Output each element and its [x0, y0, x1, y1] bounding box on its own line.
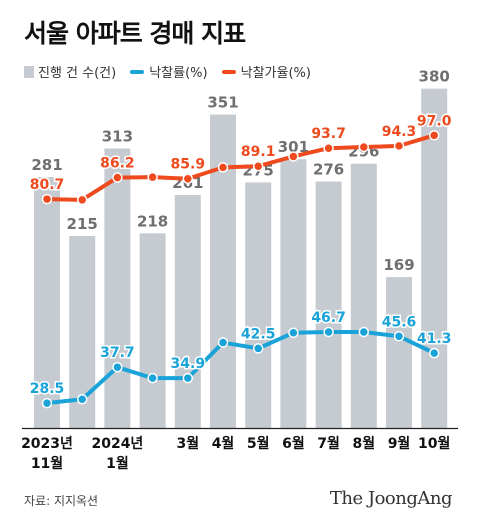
x-tick-label-0-0: 2023년	[21, 436, 73, 452]
series-1-value-label-0: 28.5	[30, 381, 65, 397]
bar-8	[315, 181, 342, 428]
series-1-point-5	[217, 337, 229, 348]
x-tick-label-10-0: 9월	[388, 435, 411, 452]
x-tick-label-6-0: 5월	[247, 435, 270, 452]
legend-price-rate-line	[221, 69, 236, 74]
bar-value-label-8: 276	[313, 161, 344, 179]
x-tick-label-8-0: 7월	[317, 435, 340, 452]
bar-11	[421, 88, 448, 428]
series-line-0	[45, 133, 437, 202]
x-tick-label-2-0: 2024년	[91, 436, 143, 452]
series-1-point-4	[182, 372, 194, 384]
series-0-value-label-6: 89.1	[241, 144, 276, 160]
series-0-point-11	[428, 130, 440, 141]
series-1-point-1	[76, 394, 88, 405]
bar-value-label-5: 351	[207, 94, 238, 112]
legend-bars-label: 진행 건 수(건)	[38, 66, 117, 81]
series-1-point-11	[428, 347, 440, 359]
series-1-value-label-4: 34.9	[171, 356, 206, 372]
series-1-point-0	[41, 397, 53, 409]
series-1-value-label-10: 45.6	[382, 314, 417, 330]
series-1-point-10	[393, 331, 405, 342]
legend-item-rate: 낙찰률(%)	[130, 62, 208, 81]
series-line-1	[45, 330, 437, 406]
bar-5	[210, 114, 236, 428]
x-tick-label-11-0: 10월	[418, 435, 450, 452]
bar-9	[350, 163, 377, 428]
series-0-value-label-8: 93.7	[311, 126, 346, 142]
bar-6	[245, 182, 272, 428]
x-tick-label-5-0: 4월	[212, 435, 235, 452]
series-1-point-3	[147, 372, 158, 384]
bar-value-label-0: 281	[31, 156, 62, 174]
series-0-point-2	[112, 172, 123, 183]
legend-bar-swatch	[24, 65, 34, 78]
x-tick-label-0-1: 11월	[31, 455, 63, 472]
series-0-point-1	[76, 194, 88, 206]
legend-rate-line	[130, 69, 145, 74]
bar-value-label-11: 380	[419, 68, 450, 86]
x-tick-label-2-1: 1월	[106, 455, 129, 472]
series-0-value-label-0: 80.7	[30, 177, 65, 193]
series-1-point-9	[358, 326, 370, 338]
series-0-point-6	[252, 160, 264, 172]
series-0-point-8	[323, 142, 334, 154]
x-tick-label-4-0: 3월	[176, 435, 199, 452]
series-0-point-7	[288, 151, 299, 162]
legend: 진행 건 수(건) 낙찰률(%) 낙찰가율(%)	[24, 62, 325, 81]
series-0-value-label-11: 97.0	[417, 113, 452, 129]
series-0-value-label-10: 94.3	[382, 124, 417, 140]
bar-value-label-10: 169	[383, 256, 414, 274]
series-1-point-8	[323, 326, 334, 338]
legend-item-price-rate: 낙찰가율(%)	[221, 62, 311, 81]
bar-10	[386, 277, 412, 428]
series-0-point-0	[41, 193, 53, 205]
brand-logo: The JoongAng	[329, 488, 453, 509]
series-1-value-label-2: 37.7	[100, 345, 135, 361]
x-tick-label-9-0: 8월	[352, 435, 375, 452]
series-0-point-5	[217, 162, 229, 173]
bar-3	[139, 233, 166, 428]
series-0-value-label-2: 86.2	[100, 156, 135, 172]
series-1-point-6	[252, 343, 264, 354]
bar-value-label-7: 301	[278, 138, 309, 156]
legend-rate-label: 낙찰률(%)	[149, 66, 208, 81]
series-0-point-3	[147, 171, 158, 183]
bar-value-label-2: 313	[102, 127, 133, 145]
series-1-value-label-11: 41.3	[417, 331, 452, 347]
bar-0	[34, 177, 60, 428]
series-1-value-label-8: 46.7	[311, 310, 346, 326]
bar-value-label-3: 218	[137, 212, 168, 230]
bar-value-label-1: 215	[67, 215, 98, 233]
series-1-value-label-6: 42.5	[241, 326, 276, 342]
series-0-point-9	[358, 141, 370, 153]
series-0-point-4	[182, 173, 194, 184]
series-1-point-7	[288, 327, 299, 339]
chart-title: 서울 아파트 경매 지표	[24, 19, 246, 48]
bar-2	[104, 148, 131, 428]
bar-7	[280, 159, 307, 428]
legend-price-rate-label: 낙찰가율(%)	[240, 66, 311, 81]
legend-item-bars: 진행 건 수(건)	[24, 62, 116, 81]
x-tick-label-7-0: 6월	[282, 435, 305, 452]
series-0-point-10	[393, 140, 405, 152]
series-1-point-2	[112, 361, 123, 373]
series-0-value-label-4: 85.9	[171, 157, 206, 173]
source-note: 자료: 지지옥션	[24, 494, 99, 508]
bar-4	[174, 194, 201, 428]
